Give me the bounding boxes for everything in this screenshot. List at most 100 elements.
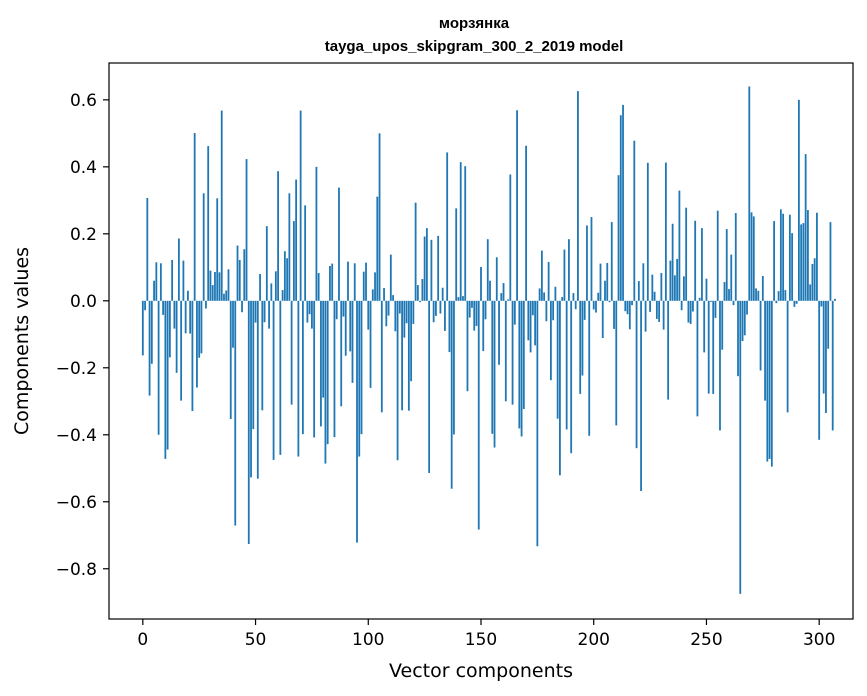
bar-70: [299, 110, 302, 301]
bar-203: [599, 263, 602, 301]
plot-frame: [108, 62, 854, 620]
bar-261: [730, 254, 733, 301]
bar-137: [450, 300, 453, 489]
bar-266: [741, 300, 744, 341]
bar-49: [252, 300, 255, 430]
bar-227: [653, 291, 656, 301]
bar-183: [554, 286, 557, 301]
bar-231: [662, 300, 665, 330]
bar-79: [320, 300, 322, 427]
bar-215: [626, 300, 629, 315]
bar-260: [728, 289, 730, 301]
bar-286: [786, 300, 789, 413]
bar-131: [437, 235, 440, 301]
bar-119: [410, 300, 413, 382]
bar-20: [187, 290, 189, 301]
bar-51: [256, 300, 259, 479]
bar-89: [342, 300, 345, 317]
bar-290: [795, 300, 798, 304]
bar-237: [676, 258, 679, 301]
bar-106: [380, 300, 383, 413]
bar-209: [613, 300, 615, 329]
bar-267: [743, 300, 746, 336]
bar-9: [162, 300, 165, 315]
bar-55: [265, 226, 268, 301]
bar-301: [820, 300, 823, 307]
bar-71: [301, 300, 304, 435]
bar-14: [173, 300, 176, 329]
bar-263: [734, 213, 737, 301]
bar-61: [279, 300, 282, 455]
bar-251: [707, 300, 710, 394]
bar-120: [412, 300, 415, 324]
bar-104: [376, 196, 379, 301]
bar-151: [482, 300, 485, 352]
bar-126: [425, 228, 428, 301]
bar-19: [184, 300, 187, 334]
bar-2: [146, 197, 149, 301]
bar-185: [559, 300, 561, 476]
bar-179: [545, 300, 548, 322]
bar-282: [777, 291, 780, 301]
bar-68: [295, 179, 298, 301]
bar-239: [680, 300, 683, 311]
x-axis-label: Vector components: [389, 660, 573, 682]
bar-245: [694, 220, 697, 301]
bar-72: [304, 205, 307, 301]
x-tick-label: 200: [578, 630, 610, 650]
bar-93: [351, 300, 354, 383]
bar-113: [396, 300, 399, 461]
bar-94: [353, 263, 356, 301]
bar-29: [207, 146, 210, 301]
bar-175: [536, 300, 539, 547]
bar-15: [175, 300, 178, 373]
bar-4: [150, 300, 153, 364]
bar-277: [766, 300, 769, 462]
bar-242: [687, 300, 690, 323]
bar-139: [455, 208, 458, 301]
bar-95: [356, 300, 358, 543]
bar-97: [360, 300, 363, 435]
bar-272: [755, 288, 757, 301]
bar-171: [527, 300, 530, 341]
y-tick-label: 0.2: [70, 225, 97, 245]
bar-98: [362, 271, 365, 301]
bar-178: [543, 292, 546, 301]
bar-205: [604, 280, 606, 301]
chart-title: морзянка: [439, 15, 510, 32]
bar-165: [513, 300, 516, 325]
bar-238: [678, 190, 681, 301]
bar-188: [565, 300, 568, 430]
bar-122: [416, 285, 419, 301]
bar-234: [669, 260, 672, 301]
bar-225: [649, 300, 651, 312]
bar-134: [444, 300, 446, 331]
bar-246: [696, 300, 699, 417]
bar-182: [552, 300, 555, 321]
bar-53: [261, 300, 264, 411]
bar-270: [750, 212, 753, 301]
bar-109: [387, 300, 390, 316]
bar-118: [407, 300, 410, 411]
bar-24: [196, 300, 198, 388]
bar-250: [705, 278, 708, 301]
bar-6: [155, 262, 158, 301]
bar-110: [389, 254, 392, 301]
bar-154: [489, 280, 491, 301]
bar-280: [773, 221, 775, 301]
bar-84: [331, 263, 334, 301]
bar-100: [367, 300, 370, 330]
bar-47: [247, 300, 250, 544]
bar-273: [757, 290, 760, 301]
bar-202: [597, 292, 600, 301]
bar-11: [166, 300, 169, 450]
bar-274: [759, 300, 762, 371]
bars-group: [141, 86, 836, 594]
bar-103: [374, 272, 376, 301]
bar-96: [358, 300, 361, 457]
bar-223: [644, 300, 647, 332]
bar-253: [712, 300, 715, 394]
bar-65: [288, 193, 291, 301]
bar-283: [779, 209, 782, 301]
bar-235: [671, 223, 674, 301]
